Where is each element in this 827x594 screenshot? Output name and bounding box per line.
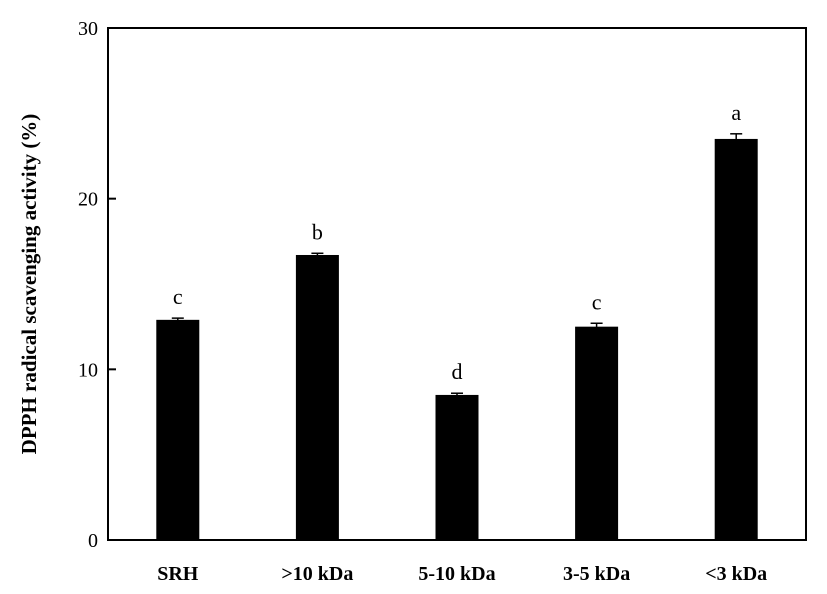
- x-tick-label: 5-10 kDa: [418, 563, 495, 585]
- y-axis: 0 10 20 30: [78, 18, 116, 552]
- significance-label: d: [452, 359, 463, 384]
- bar: [575, 326, 619, 540]
- significance-label: c: [173, 284, 183, 309]
- significance-label: b: [312, 219, 323, 244]
- bar: [435, 394, 479, 540]
- x-axis: SRH >10 kDa 5-10 kDa 3-5 kDa <3 kDa: [157, 563, 767, 585]
- x-tick-label: <3 kDa: [705, 563, 767, 585]
- y-tick-label: 30: [78, 18, 98, 40]
- bar: [295, 254, 339, 540]
- bar: [714, 138, 758, 540]
- y-axis-label: DPPH radical scavenging activity (%): [17, 114, 41, 455]
- bar: [156, 319, 200, 540]
- y-tick-label: 0: [88, 530, 98, 552]
- y-tick-label: 10: [78, 359, 98, 381]
- y-tick-label: 20: [78, 189, 98, 211]
- bars-layer: c b d c a: [156, 100, 758, 540]
- x-tick-label: SRH: [157, 563, 199, 585]
- x-tick-label: 3-5 kDa: [563, 563, 630, 585]
- significance-label: c: [592, 289, 602, 314]
- x-tick-label: >10 kDa: [281, 563, 353, 585]
- plot-frame: [107, 27, 807, 541]
- significance-label: a: [731, 100, 741, 125]
